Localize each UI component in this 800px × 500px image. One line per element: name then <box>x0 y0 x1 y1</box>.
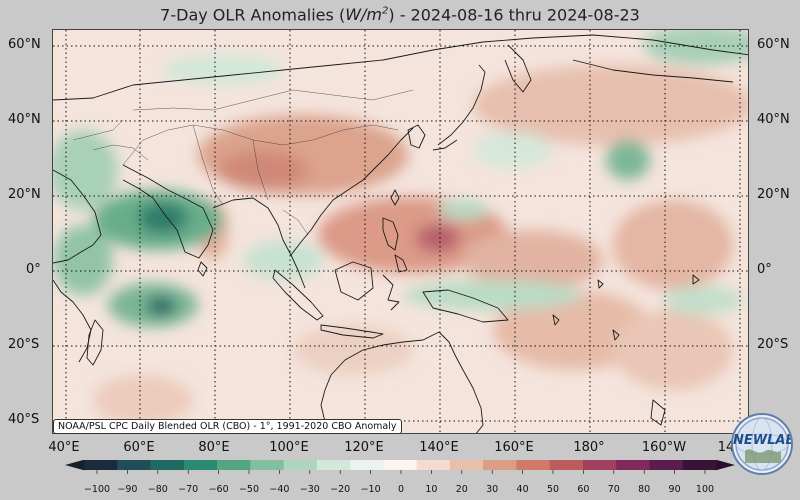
lon-label: 120°E <box>344 440 384 455</box>
colorbar-cell <box>649 460 684 470</box>
colorbar-max-arrow <box>715 460 736 471</box>
colorbar-tick-label: −80 <box>147 484 168 495</box>
title-suffix: ) - 2024-08-16 thru 2024-08-23 <box>388 5 640 25</box>
colorbar-tick-label: 80 <box>638 484 651 495</box>
colorbar-tick-label: 70 <box>607 484 620 495</box>
colorbar-tick-label: −10 <box>360 484 381 495</box>
lat-label-left: 40°N <box>8 112 41 127</box>
map-title: 7-Day OLR Anomalies (W/m2) - 2024-08-16 … <box>0 0 800 24</box>
colorbar-cell <box>516 460 551 470</box>
colorbar-cell <box>582 460 617 470</box>
lon-label: 180° <box>573 440 605 455</box>
lat-label-right: 60°N <box>757 37 790 52</box>
colorbar-cell <box>483 460 517 470</box>
lon-label: 40°E <box>48 440 80 455</box>
colorbar-tick-label: 60 <box>577 484 590 495</box>
colorbar-tick-label: −20 <box>330 484 351 495</box>
graticule <box>53 30 748 433</box>
anomaly-field <box>53 30 748 425</box>
anomaly-map[interactable] <box>52 29 749 434</box>
colorbar-tick-label: 100 <box>695 484 715 495</box>
lat-label-right: 40°N <box>757 112 790 127</box>
colorbar-cell <box>449 460 484 470</box>
colorbar-tick-label: 0 <box>397 484 405 495</box>
colorbar-cell <box>350 460 384 470</box>
colorbar-min-arrow <box>64 460 85 471</box>
lat-label-left: 20°S <box>8 337 40 352</box>
anomaly-map-canvas <box>53 30 748 433</box>
colorbar-tick-label: −30 <box>299 484 320 495</box>
lat-label-right: 20°N <box>757 187 790 202</box>
colorbar-cell <box>250 460 285 470</box>
colorbar-tick-label: 20 <box>455 484 468 495</box>
colorbar-tick-label: 90 <box>668 484 681 495</box>
newlab-logo: NEWLAB <box>731 413 793 475</box>
colorbar-tick-label: −70 <box>178 484 199 495</box>
lon-label: 14 <box>717 440 735 455</box>
lat-label-left: 20°N <box>8 187 41 202</box>
globe-icon <box>735 417 789 471</box>
lon-label: 100°E <box>269 440 309 455</box>
lat-label-right: 20°S <box>757 337 789 352</box>
country-borders <box>72 89 414 236</box>
colorbar-cells <box>84 460 717 470</box>
colorbar-cell <box>616 460 650 470</box>
lat-label-left: 40°S <box>8 412 40 427</box>
colorbar-tick-label: −60 <box>208 484 229 495</box>
colorbar-cell <box>150 460 185 470</box>
colorbar-cell <box>283 460 318 470</box>
lat-label-left: 60°N <box>8 37 41 52</box>
colorbar-tick-label: 10 <box>425 484 438 495</box>
logo-text: NEWLAB <box>733 433 793 448</box>
coastlines <box>53 34 748 433</box>
colorbar-tick-label: −100 <box>83 484 111 495</box>
colorbar-tick-label: −90 <box>117 484 138 495</box>
colorbar-cell <box>316 460 351 470</box>
lon-label: 160°E <box>494 440 534 455</box>
title-unit: W/m2 <box>345 5 389 25</box>
lon-label: 160°W <box>641 440 687 455</box>
lon-label: 80°E <box>198 440 230 455</box>
colorbar <box>64 460 736 474</box>
title-prefix: 7-Day OLR Anomalies ( <box>160 5 346 25</box>
colorbar-cell <box>549 460 584 470</box>
lat-label-left: 0° <box>26 262 41 277</box>
colorbar-tick-label: 30 <box>486 484 499 495</box>
colorbar-cell <box>682 460 717 470</box>
source-note: NOAA/PSL CPC Daily Blended OLR (CBO) - 1… <box>53 419 402 434</box>
colorbar-tick-label: −40 <box>269 484 290 495</box>
colorbar-cell <box>383 460 418 470</box>
lon-label: 60°E <box>123 440 155 455</box>
lat-label-right: 0° <box>757 262 772 277</box>
colorbar-cell <box>416 460 451 470</box>
colorbar-cell <box>183 460 218 470</box>
colorbar-tick-label: 40 <box>516 484 529 495</box>
colorbar-cell <box>217 460 251 470</box>
colorbar-tick-label: −50 <box>238 484 260 495</box>
colorbar-tick-label: 50 <box>546 484 560 495</box>
colorbar-cell <box>117 460 152 470</box>
colorbar-cell <box>84 460 118 470</box>
lon-label: 140°E <box>419 440 459 455</box>
